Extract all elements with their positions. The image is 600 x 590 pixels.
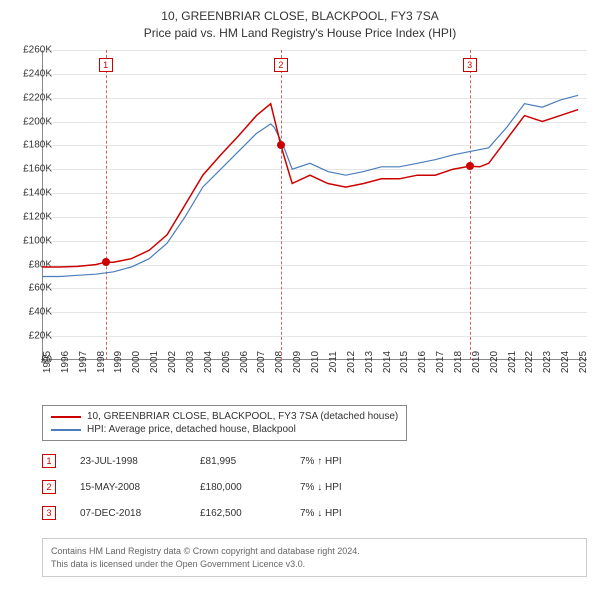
footer-line-2: This data is licensed under the Open Gov… bbox=[51, 558, 578, 571]
sale-hpi: 7% ↓ HPI bbox=[300, 482, 400, 493]
legend-swatch bbox=[51, 429, 81, 431]
sale-row-marker: 1 bbox=[42, 454, 56, 468]
legend-swatch bbox=[51, 416, 81, 418]
chart-container: 10, GREENBRIAR CLOSE, BLACKPOOL, FY3 7SA… bbox=[0, 0, 600, 590]
sale-price: £162,500 bbox=[200, 508, 300, 519]
legend-label: HPI: Average price, detached house, Blac… bbox=[87, 424, 296, 435]
sale-price: £180,000 bbox=[200, 482, 300, 493]
legend-label: 10, GREENBRIAR CLOSE, BLACKPOOL, FY3 7SA… bbox=[87, 411, 398, 422]
sale-marker-box: 3 bbox=[463, 58, 477, 72]
chart-title: 10, GREENBRIAR CLOSE, BLACKPOOL, FY3 7SA… bbox=[0, 0, 600, 42]
attribution-footer: Contains HM Land Registry data © Crown c… bbox=[42, 538, 587, 577]
sale-row: 2 15-MAY-2008£180,0007% ↓ HPI bbox=[42, 474, 400, 500]
footer-line-1: Contains HM Land Registry data © Crown c… bbox=[51, 545, 578, 558]
sale-marker-dot bbox=[466, 162, 474, 170]
sale-price: £81,995 bbox=[200, 456, 300, 467]
chart-lines bbox=[42, 50, 587, 360]
sale-row: 1 23-JUL-1998£81,9957% ↑ HPI bbox=[42, 448, 400, 474]
sale-date: 07-DEC-2018 bbox=[80, 508, 200, 519]
title-line-1: 10, GREENBRIAR CLOSE, BLACKPOOL, FY3 7SA bbox=[0, 8, 600, 25]
sale-hpi: 7% ↑ HPI bbox=[300, 456, 400, 467]
hpi-line bbox=[42, 95, 578, 276]
sale-row: 3 07-DEC-2018£162,5007% ↓ HPI bbox=[42, 500, 400, 526]
sale-marker-box: 1 bbox=[99, 58, 113, 72]
sale-marker-box: 2 bbox=[274, 58, 288, 72]
price-paid-line bbox=[42, 104, 578, 267]
legend-item-price: 10, GREENBRIAR CLOSE, BLACKPOOL, FY3 7SA… bbox=[51, 410, 398, 423]
sale-marker-dot bbox=[102, 258, 110, 266]
sale-row-marker: 3 bbox=[42, 506, 56, 520]
sale-date: 15-MAY-2008 bbox=[80, 482, 200, 493]
legend-item-hpi: HPI: Average price, detached house, Blac… bbox=[51, 423, 398, 436]
sales-table: 123-JUL-1998£81,9957% ↑ HPI215-MAY-2008£… bbox=[42, 448, 400, 526]
sale-row-marker: 2 bbox=[42, 480, 56, 494]
legend: 10, GREENBRIAR CLOSE, BLACKPOOL, FY3 7SA… bbox=[42, 405, 407, 441]
title-line-2: Price paid vs. HM Land Registry's House … bbox=[0, 25, 600, 42]
sale-hpi: 7% ↓ HPI bbox=[300, 508, 400, 519]
sale-date: 23-JUL-1998 bbox=[80, 456, 200, 467]
